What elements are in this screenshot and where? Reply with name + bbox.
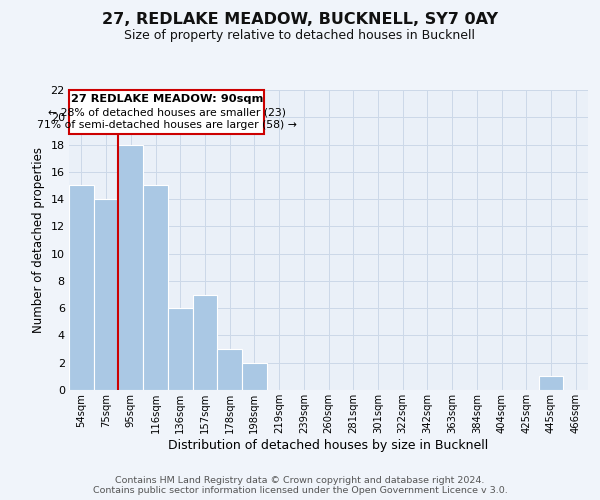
- Bar: [242, 362, 267, 390]
- X-axis label: Distribution of detached houses by size in Bucknell: Distribution of detached houses by size …: [169, 438, 488, 452]
- Text: 27, REDLAKE MEADOW, BUCKNELL, SY7 0AY: 27, REDLAKE MEADOW, BUCKNELL, SY7 0AY: [102, 12, 498, 28]
- Text: Contains HM Land Registry data © Crown copyright and database right 2024.: Contains HM Land Registry data © Crown c…: [115, 476, 485, 485]
- Bar: [69, 186, 94, 390]
- Text: 71% of semi-detached houses are larger (58) →: 71% of semi-detached houses are larger (…: [37, 120, 297, 130]
- FancyBboxPatch shape: [70, 90, 264, 134]
- Text: Contains public sector information licensed under the Open Government Licence v : Contains public sector information licen…: [92, 486, 508, 495]
- Text: ← 28% of detached houses are smaller (23): ← 28% of detached houses are smaller (23…: [48, 108, 286, 118]
- Bar: [168, 308, 193, 390]
- Text: 27 REDLAKE MEADOW: 90sqm: 27 REDLAKE MEADOW: 90sqm: [71, 94, 263, 104]
- Bar: [193, 294, 217, 390]
- Bar: [217, 349, 242, 390]
- Bar: [94, 199, 118, 390]
- Text: Size of property relative to detached houses in Bucknell: Size of property relative to detached ho…: [125, 29, 476, 42]
- Bar: [118, 144, 143, 390]
- Bar: [539, 376, 563, 390]
- Y-axis label: Number of detached properties: Number of detached properties: [32, 147, 45, 333]
- Bar: [143, 186, 168, 390]
